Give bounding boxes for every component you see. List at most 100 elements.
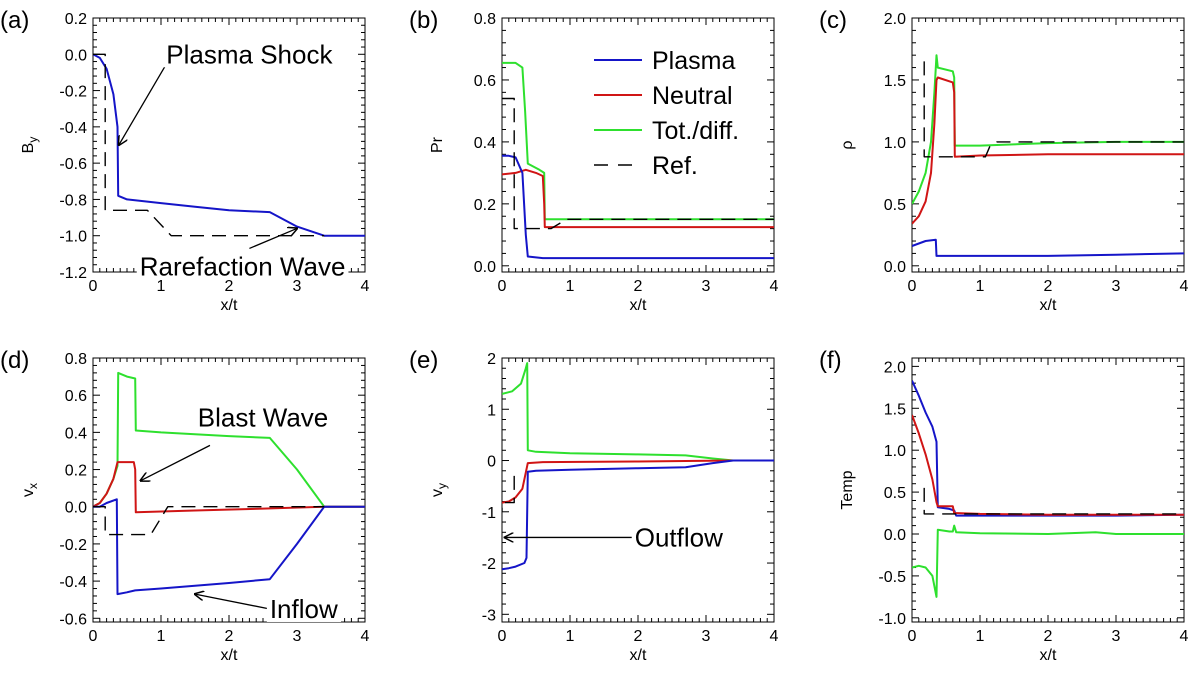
annotation-text: Plasma Shock	[166, 39, 333, 69]
legend-label-plasma: Plasma	[652, 47, 735, 75]
y-axis-label: vx	[20, 483, 40, 497]
x-tick-label: 4	[1180, 628, 1189, 645]
y-axis-label: Temp	[839, 470, 856, 509]
y-tick-label: 0.4	[474, 135, 496, 152]
y-axis-label: By	[20, 137, 40, 154]
series-group	[93, 53, 365, 237]
annotation-arrow	[249, 228, 297, 250]
y-tick-label: -0.4	[59, 574, 87, 591]
y-axis-label: Pr	[429, 136, 446, 153]
y-tick-label: -1.0	[59, 229, 87, 246]
y-tick-label: -0.2	[59, 84, 87, 101]
y-tick-label: -1	[482, 505, 496, 522]
series-group	[912, 54, 1184, 257]
series-plasma-line	[912, 238, 1184, 257]
annotation-bg	[136, 253, 349, 280]
series-group	[93, 371, 365, 596]
panel-a: 0 1 2 3 4 -1.2 -1.0 -0.8 -0.6 -0.4 -0.2 0.0 0.2 x/t By…	[0, 7, 370, 314]
panel-c: 0 1 2 3 4 0.0 0.5 1.0 1.5 2.0 x/t ρ (c)	[819, 7, 1189, 314]
panel-f: 0 1 2 3 4 -1.0 -0.5 0.0 0.5 1.0 1.5 2.0 x/t Temp (f)	[819, 347, 1189, 664]
x-tick-label: 4	[361, 628, 370, 645]
plot-frame	[501, 357, 775, 623]
x-tick-label: 4	[770, 278, 779, 295]
y-tick-label: 0.8	[474, 11, 496, 28]
y-tick-label: -0.5	[878, 569, 906, 586]
annotation-text: Outflow	[635, 522, 723, 552]
series-tot-line	[912, 524, 1184, 598]
y-tick-label: -0.8	[59, 192, 87, 209]
y-tick-label: 0.8	[65, 351, 87, 368]
panel-d: 0 1 2 3 4 -0.6 -0.4 -0.2 0.0 0.2 0.4 0.6 0.8 x/t vx (d)…	[0, 347, 370, 664]
panel-label: (d)	[0, 347, 29, 374]
x-tick-label: 0	[908, 278, 917, 295]
annotation-text: Inflow	[270, 594, 338, 624]
y-tick-label: -0.2	[59, 537, 87, 554]
y-tick-label: -3	[482, 607, 496, 624]
y-axis-label: vy	[429, 483, 449, 497]
y-tick-label: 0.6	[65, 388, 87, 405]
x-tick-label: 3	[702, 628, 711, 645]
x-axis-label: x/t	[221, 297, 238, 314]
series-tot-line	[502, 362, 774, 462]
legend-label-tot: Tot./diff.	[652, 117, 739, 145]
y-tick-label: 0.0	[474, 259, 496, 276]
annotation-bg	[266, 595, 341, 622]
x-tick-label: 4	[770, 628, 779, 645]
series-plasma-line	[502, 154, 774, 260]
x-axis-label: x/t	[630, 297, 647, 314]
y-tick-label: 0.2	[474, 197, 496, 214]
panel-label: (a)	[0, 7, 29, 34]
annotation-arrow	[195, 594, 270, 610]
panel-label: (e)	[409, 347, 438, 374]
annotation-text: Blast Wave	[198, 402, 329, 432]
x-tick-label: 0	[498, 278, 507, 295]
y-tick-label: 0.0	[65, 47, 87, 64]
series-ref-line	[923, 487, 1184, 515]
series-neutral-line	[93, 461, 365, 514]
panel-label: (b)	[409, 7, 438, 34]
y-tick-label: -0.4	[59, 120, 87, 137]
series-tot-line	[93, 371, 365, 508]
x-axis-label: x/t	[221, 647, 238, 664]
series-ref-line	[502, 475, 515, 512]
plot-frame	[911, 17, 1185, 273]
series-plasma-line	[502, 459, 774, 571]
x-tick-label: 1	[976, 278, 985, 295]
x-tick-label: 1	[157, 278, 166, 295]
y-tick-label: 0.2	[65, 463, 87, 480]
x-tick-label: 0	[89, 628, 98, 645]
y-tick-label: 1.5	[884, 401, 906, 418]
series-group	[502, 362, 774, 571]
x-tick-label: 1	[157, 628, 166, 645]
legend-label-ref: Ref.	[652, 152, 698, 180]
x-tick-label: 3	[1112, 628, 1121, 645]
y-tick-label: 2.0	[884, 11, 906, 28]
series-neutral-line	[912, 414, 1184, 516]
y-tick-label: -0.6	[59, 156, 87, 173]
series-group	[912, 380, 1184, 598]
x-tick-label: 1	[976, 628, 985, 645]
y-tick-label: -1.0	[878, 611, 906, 628]
panel-label: (c)	[819, 7, 847, 34]
x-tick-label: 2	[1044, 628, 1053, 645]
y-tick-label: 0.5	[884, 485, 906, 502]
y-tick-label: 2	[487, 351, 496, 368]
series-ref-line	[502, 97, 774, 230]
x-tick-label: 2	[225, 628, 234, 645]
legend-label-neutral: Neutral	[652, 82, 733, 110]
y-tick-label: 0.5	[884, 197, 906, 214]
x-tick-label: 3	[293, 278, 302, 295]
series-group	[502, 61, 774, 260]
y-tick-label: -1.2	[59, 265, 87, 282]
plot-frame	[911, 357, 1185, 623]
y-axis-label: ρ	[839, 140, 856, 149]
panel-label: (f)	[819, 347, 842, 374]
y-tick-label: 1.5	[884, 73, 906, 90]
series-ref-line	[923, 61, 1184, 158]
y-tick-label: 1.0	[884, 443, 906, 460]
x-tick-label: 2	[225, 278, 234, 295]
y-tick-label: 0.2	[65, 11, 87, 28]
x-tick-label: 1	[566, 278, 575, 295]
x-axis-label: x/t	[630, 647, 647, 664]
